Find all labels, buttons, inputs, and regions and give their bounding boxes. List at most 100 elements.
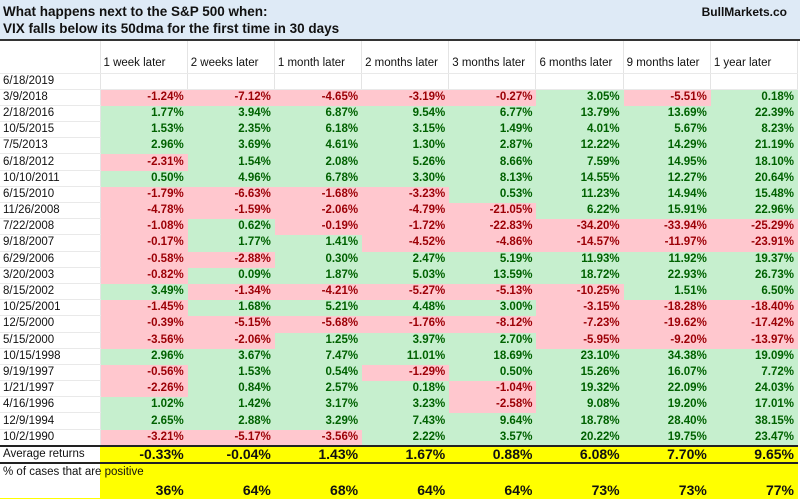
return-cell: -1.34% — [187, 283, 275, 301]
return-cell: 0.62% — [187, 218, 275, 236]
return-cell: 5.26% — [361, 153, 450, 171]
return-cell: 19.32% — [535, 380, 624, 398]
return-cell: -0.19% — [274, 218, 363, 236]
return-cell: -3.56% — [274, 429, 363, 447]
column-header: 2 months later — [361, 41, 450, 74]
return-cell: 3.00% — [448, 299, 537, 317]
return-cell: 6.78% — [274, 170, 363, 187]
return-cell: 8.13% — [448, 170, 537, 187]
return-cell: 18.69% — [448, 348, 537, 365]
return-cell: 1.30% — [361, 137, 450, 155]
return-cell: -5.51% — [623, 89, 711, 106]
return-cell: 6.77% — [448, 105, 537, 123]
return-cell: 7.43% — [361, 412, 450, 430]
average-label: Average returns — [0, 445, 101, 464]
return-cell — [623, 73, 711, 90]
return-cell: 11.92% — [623, 251, 711, 268]
return-cell: 7.59% — [535, 153, 624, 171]
return-cell: -3.23% — [361, 186, 450, 204]
return-cell: -22.83% — [448, 218, 537, 236]
return-cell: 0.18% — [361, 380, 450, 398]
column-header: 1 week later — [100, 41, 188, 74]
table-subtitle: VIX falls below its 50dma for the first … — [3, 21, 340, 36]
return-cell: 0.50% — [448, 364, 537, 382]
average-cell: 0.88% — [448, 445, 537, 464]
date-cell: 6/18/2019 — [0, 73, 101, 90]
return-cell: 13.59% — [448, 267, 537, 284]
return-cell: 24.03% — [710, 380, 799, 398]
return-cell — [187, 73, 275, 90]
table-row: 10/25/2001 -1.45% 1.68% 5.21% 4.48% 3.00% -3.1… — [0, 299, 799, 317]
return-cell: 3.94% — [187, 105, 275, 123]
table-row: 10/5/2015 1.53% 2.35% 6.18% 3.15% 1.49% 4.01% 5… — [0, 121, 799, 139]
return-cell: 34.38% — [623, 348, 711, 365]
return-cell: 13.79% — [535, 105, 624, 123]
return-cell: -0.39% — [100, 315, 188, 333]
column-header: 9 months later — [623, 41, 711, 74]
table-row: 6/15/2010 -1.79% -6.63% -1.68% -3.23% 0.53% 11… — [0, 186, 799, 204]
return-cell: 0.54% — [274, 364, 363, 382]
return-cell: 1.42% — [187, 396, 275, 414]
return-cell: -10.25% — [535, 283, 624, 301]
return-cell: 1.77% — [187, 234, 275, 252]
table-title: What happens next to the S&P 500 when: — [3, 4, 268, 19]
table-row: 5/15/2000 -3.56% -2.06% 1.25% 3.97% 2.70% -5.9… — [0, 332, 799, 349]
return-cell: 0.30% — [274, 251, 363, 268]
average-cell: 9.65% — [710, 445, 799, 464]
table-row: 6/18/2019 — [0, 73, 799, 90]
return-cell: 14.29% — [623, 137, 711, 155]
return-cell: -6.63% — [187, 186, 275, 204]
return-cell: 1.02% — [100, 396, 188, 414]
return-cell: 5.21% — [274, 299, 363, 317]
return-cell: 3.15% — [361, 121, 450, 139]
return-cell: 6.22% — [535, 202, 624, 220]
return-cell: -5.17% — [187, 429, 275, 447]
header-blank — [0, 41, 101, 74]
return-cell: 11.23% — [535, 186, 624, 204]
table-row: 7/22/2008 -1.08% 0.62% -0.19% -1.72% -22.83% -… — [0, 218, 799, 236]
date-cell: 6/29/2006 — [0, 251, 101, 268]
return-cell: 19.20% — [623, 396, 711, 414]
return-cell: -1.08% — [100, 218, 188, 236]
return-cell: 14.95% — [623, 153, 711, 171]
return-cell: 3.97% — [361, 332, 450, 349]
return-cell: -3.15% — [535, 299, 624, 317]
return-cell: -18.28% — [623, 299, 711, 317]
return-cell: 19.37% — [710, 251, 799, 268]
return-cell: 2.96% — [100, 137, 188, 155]
return-cell: 14.94% — [623, 186, 711, 204]
return-cell: 23.10% — [535, 348, 624, 365]
positive-cell: 64% — [361, 462, 450, 500]
return-cell — [100, 73, 188, 90]
return-cell: -2.31% — [100, 153, 188, 171]
return-cell: -1.59% — [187, 202, 275, 220]
return-cell: 1.49% — [448, 121, 537, 139]
return-cell: 18.72% — [535, 267, 624, 284]
return-cell: -21.05% — [448, 202, 537, 220]
return-cell: 1.51% — [623, 283, 711, 301]
return-cell — [274, 73, 363, 90]
return-cell: -18.40% — [710, 299, 799, 317]
average-cell: 1.43% — [274, 445, 363, 464]
return-cell: -5.95% — [535, 332, 624, 349]
return-cell: 2.87% — [448, 137, 537, 155]
table-row: 7/5/2013 2.96% 3.69% 4.61% 1.30% 2.87% 12.22% 1… — [0, 137, 799, 155]
return-cell: -5.68% — [274, 315, 363, 333]
return-cell: 15.26% — [535, 364, 624, 382]
column-header: 6 months later — [535, 41, 624, 74]
return-cell: -4.65% — [274, 89, 363, 106]
return-cell: 2.22% — [361, 429, 450, 447]
return-cell: 5.67% — [623, 121, 711, 139]
table-row: 2/18/2016 1.77% 3.94% 6.87% 9.54% 6.77% 13.79%… — [0, 105, 799, 123]
date-cell: 10/25/2001 — [0, 299, 101, 317]
return-cell: -1.76% — [361, 315, 450, 333]
date-cell: 3/9/2018 — [0, 89, 101, 106]
return-cell: -1.79% — [100, 186, 188, 204]
return-cell: 2.47% — [361, 251, 450, 268]
return-cell: 2.96% — [100, 348, 188, 365]
return-cell: 17.01% — [710, 396, 799, 414]
title-band: What happens next to the S&P 500 when: V… — [0, 0, 800, 41]
return-cell: -1.72% — [361, 218, 450, 236]
return-cell: 13.69% — [623, 105, 711, 123]
return-cell: 5.03% — [361, 267, 450, 284]
